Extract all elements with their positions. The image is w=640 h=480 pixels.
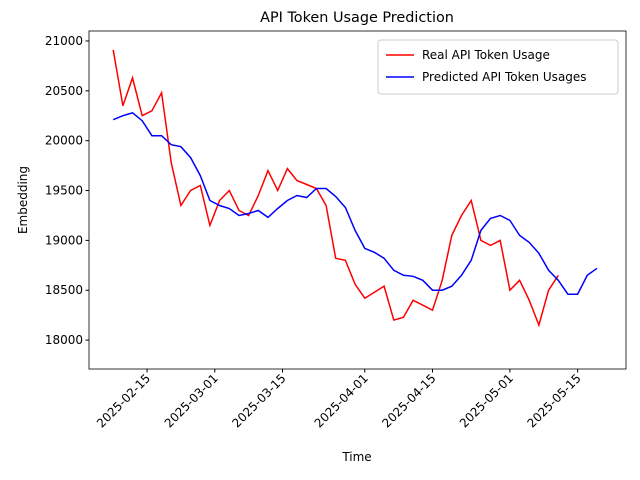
y-tick-label: 20000: [45, 134, 83, 148]
legend-label: Predicted API Token Usages: [422, 70, 587, 84]
plot-frame: [88, 30, 627, 370]
y-axis-label: Embedding: [16, 166, 30, 234]
y-tick-label: 18500: [45, 283, 83, 297]
y-tick-label: 19000: [45, 233, 83, 247]
series-line: [112, 49, 559, 328]
x-tick-label: 2025-04-15: [379, 371, 438, 430]
y-tick-label: 20500: [45, 84, 83, 98]
y-tick-label: 21000: [45, 34, 83, 48]
x-tick-label: 2025-02-15: [94, 371, 153, 430]
legend-box: [377, 39, 619, 95]
series-line: [112, 111, 598, 295]
x-tick-label: 2025-03-15: [229, 371, 288, 430]
y-tick-label: 19500: [45, 184, 83, 198]
chart-title: API Token Usage Prediction: [260, 10, 454, 26]
y-tick-label: 18000: [45, 333, 83, 347]
x-tick-label: 2025-04-01: [312, 371, 371, 430]
x-axis-label: Time: [341, 450, 371, 464]
x-tick-label: 2025-03-01: [162, 371, 221, 430]
x-tick-label: 2025-05-01: [457, 371, 516, 430]
legend-label: Real API Token Usage: [422, 48, 550, 62]
x-tick-label: 2025-05-15: [525, 371, 584, 430]
